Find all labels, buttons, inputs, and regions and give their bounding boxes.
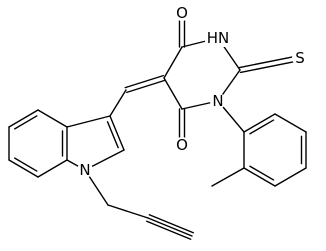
bonds (8, 12, 307, 240)
bond (109, 115, 125, 151)
bond (37, 159, 68, 178)
label-backdrop (174, 137, 190, 153)
bond (14, 157, 38, 172)
bond (107, 204, 149, 219)
bond (145, 220, 192, 240)
bond (243, 167, 276, 187)
bond (163, 46, 183, 79)
label-backdrop (210, 93, 226, 109)
bond (66, 115, 111, 128)
atom-labels: O HN S N O N (77, 4, 308, 179)
bond (8, 109, 39, 128)
bond (274, 167, 307, 187)
bond (239, 59, 302, 74)
bond (163, 77, 183, 110)
atom-label: O (176, 4, 188, 22)
bond (148, 214, 195, 234)
bond (37, 109, 68, 128)
atom-label: N (212, 92, 223, 110)
bond (147, 217, 193, 237)
bond (106, 121, 119, 149)
label-backdrop (77, 162, 93, 178)
bond (211, 167, 245, 187)
atom-label: N (79, 161, 90, 179)
bond (238, 54, 301, 69)
label-backdrop (174, 5, 190, 21)
atom-label: S (295, 49, 305, 67)
bond (249, 119, 275, 135)
atom-label: O (176, 136, 188, 154)
bond (243, 113, 276, 133)
label-backdrop (205, 29, 232, 47)
bond (249, 165, 275, 181)
atom-label: HN (207, 29, 230, 47)
bond (126, 79, 166, 94)
bond (8, 159, 39, 178)
bond (124, 74, 164, 89)
bond (274, 113, 307, 133)
bond (109, 89, 127, 117)
bond (14, 115, 38, 130)
label-backdrop (292, 50, 308, 66)
